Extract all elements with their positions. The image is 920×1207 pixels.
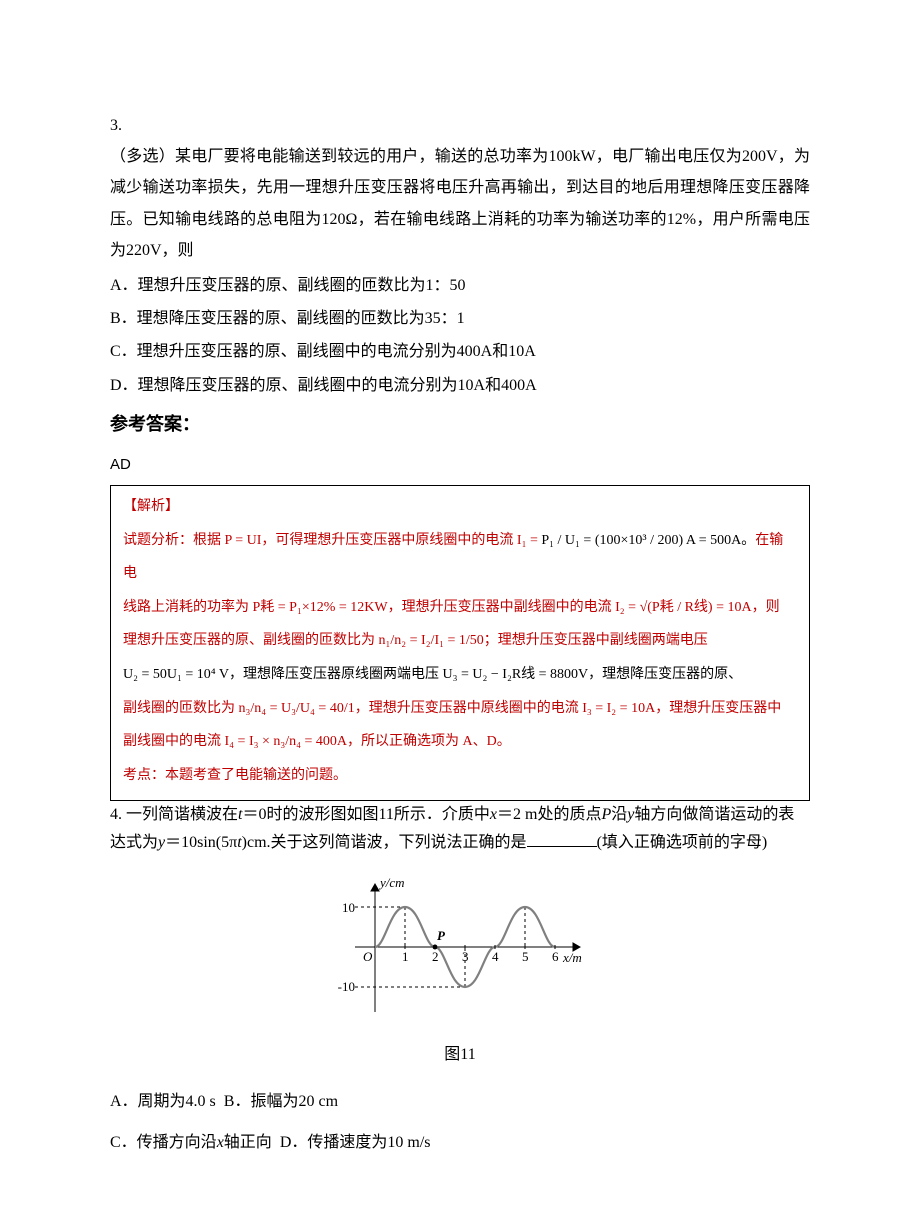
wave-figure: y/cm x/m 10 -10 O 1 2 3 4 5 6 P [110, 872, 810, 1033]
question-stem: （多选）某电厂要将电能输送到较远的用户，输送的总功率为100kW，电厂输出电压仅… [110, 141, 810, 266]
var-x: x [217, 1134, 224, 1151]
analysis-formula: P₁ / U₁ = (100×10³ / 200) A = 500A。 [541, 533, 755, 548]
ytick-neg10: -10 [338, 979, 355, 994]
document-page: 3. （多选）某电厂要将电能输送到较远的用户，输送的总功率为100kW，电厂输出… [0, 0, 920, 1207]
analysis-line-5: 副线圈的匝数比为 n₃/n₄ = U₃/U₄ = 40/1，理想升压变压器中原线… [123, 692, 797, 726]
question-stem: 4. 一列简谐横波在t＝0时的波形图如图11所示．介质中x＝2 m处的质点P沿y… [110, 801, 810, 855]
option-D: D．理想降压变压器的原、副线圈中的电流分别为10A和400A [110, 370, 810, 401]
answer-value: AD [110, 450, 810, 479]
xtick-5: 5 [522, 949, 529, 964]
option-line-AB: A．周期为4.0 s B．振幅为20 cm [110, 1084, 810, 1119]
stem-text: 某电厂要将电能输送到较远的用户，输送的总功率为100kW，电厂输出电压仅为200… [110, 148, 810, 259]
stem-text: ＝2 m处的质点 [497, 806, 601, 823]
stem-text: )cm.关于这列简谐波，下列说法正确的是 [242, 834, 527, 851]
option-A: A．理想升压变压器的原、副线圈的匝数比为1：50 [110, 270, 810, 301]
option-B: B．振幅为20 cm [224, 1093, 338, 1110]
analysis-line-3: 理想升压变压器的原、副线圈的匝数比为 n₁/n₂ = I₂/I₁ = 1/50；… [123, 624, 797, 658]
stem-text: 沿 [611, 806, 627, 823]
stem-text: (填入正确选项前的字母) [597, 834, 768, 851]
opt-text: 轴正向 [224, 1134, 272, 1151]
question-number: 4. [110, 806, 122, 823]
xtick-1: 1 [402, 949, 409, 964]
point-P-label: P [437, 928, 446, 943]
options-list: A．理想升压变压器的原、副线圈的匝数比为1：50 B．理想降压变压器的原、副线圈… [110, 270, 810, 401]
analysis-line-4: U₂ = 50U₁ = 10⁴ V，理想降压变压器原线圈两端电压 U₃ = U₂… [123, 658, 797, 692]
stem-text: 一列简谐横波在 [122, 806, 238, 823]
figure-caption: 图11 [110, 1039, 810, 1070]
option-B: B．理想降压变压器的原、副线圈的匝数比为35：1 [110, 303, 810, 334]
analysis-text: 副线圈的匝数比为 n₃/n₄ = U₃/U₄ = 40/1，理想升压变压器中原线… [123, 701, 781, 716]
analysis-box: 【解析】 试题分析：根据 P = UI，可得理想升压变压器中原线圈中的电流 I₁… [110, 485, 810, 801]
xtick-6: 6 [552, 949, 559, 964]
var-x: x [490, 806, 497, 823]
analysis-line-6: 副线圈中的电流 I₄ = I₃ × n₃/n₄ = 400A，所以正确选项为 A… [123, 725, 797, 759]
question-3: 3. （多选）某电厂要将电能输送到较远的用户，输送的总功率为100kW，电厂输出… [110, 110, 810, 801]
question-4: 4. 一列简谐横波在t＝0时的波形图如图11所示．介质中x＝2 m处的质点P沿y… [110, 801, 810, 1160]
option-D: D．传播速度为10 m/s [280, 1134, 431, 1151]
options-list: A．周期为4.0 s B．振幅为20 cm C．传播方向沿x轴正向 D．传播速度… [110, 1084, 810, 1160]
stem-text: ＝0时的波形图如图11所示．介质中 [242, 806, 489, 823]
analysis-header-text: 【解析】 [123, 499, 179, 514]
fill-blank [527, 830, 597, 847]
origin-label: O [363, 949, 373, 964]
wave-svg: y/cm x/m 10 -10 O 1 2 3 4 5 6 P [325, 872, 595, 1022]
x-axis-label: x/m [562, 950, 582, 965]
analysis-line-1: 试题分析：根据 P = UI，可得理想升压变压器中原线圈中的电流 I₁ = P₁… [123, 524, 797, 591]
type-label: （多选） [110, 148, 175, 165]
xtick-4: 4 [492, 949, 499, 964]
option-A: A．周期为4.0 s [110, 1093, 216, 1110]
point-P [433, 944, 438, 949]
option-line-CD: C．传播方向沿x轴正向 D．传播速度为10 m/s [110, 1125, 810, 1160]
xtick-3: 3 [462, 949, 469, 964]
opt-text: C．传播方向沿 [110, 1134, 217, 1151]
option-C: C．传播方向沿x轴正向 [110, 1134, 272, 1151]
answer-label: 参考答案： [110, 407, 810, 442]
analysis-text: 试题分析：根据 P = UI，可得理想升压变压器中原线圈中的电流 I₁ = [123, 533, 541, 548]
option-C: C．理想升压变压器的原、副线圈中的电流分别为400A和10A [110, 336, 810, 367]
analysis-header: 【解析】 [123, 490, 797, 524]
analysis-line-2: 线路上消耗的功率为 P耗 = P₁×12% = 12KW，理想升压变压器中副线圈… [123, 591, 797, 625]
var-P: P [601, 806, 611, 823]
ytick-10: 10 [342, 900, 355, 915]
xtick-2: 2 [432, 949, 439, 964]
stem-text: ＝10sin(5π [165, 834, 237, 851]
y-axis-label: y/cm [378, 875, 405, 890]
question-number: 3. [110, 110, 810, 141]
analysis-line-7: 考点：本题考查了电能输送的问题。 [123, 759, 797, 793]
